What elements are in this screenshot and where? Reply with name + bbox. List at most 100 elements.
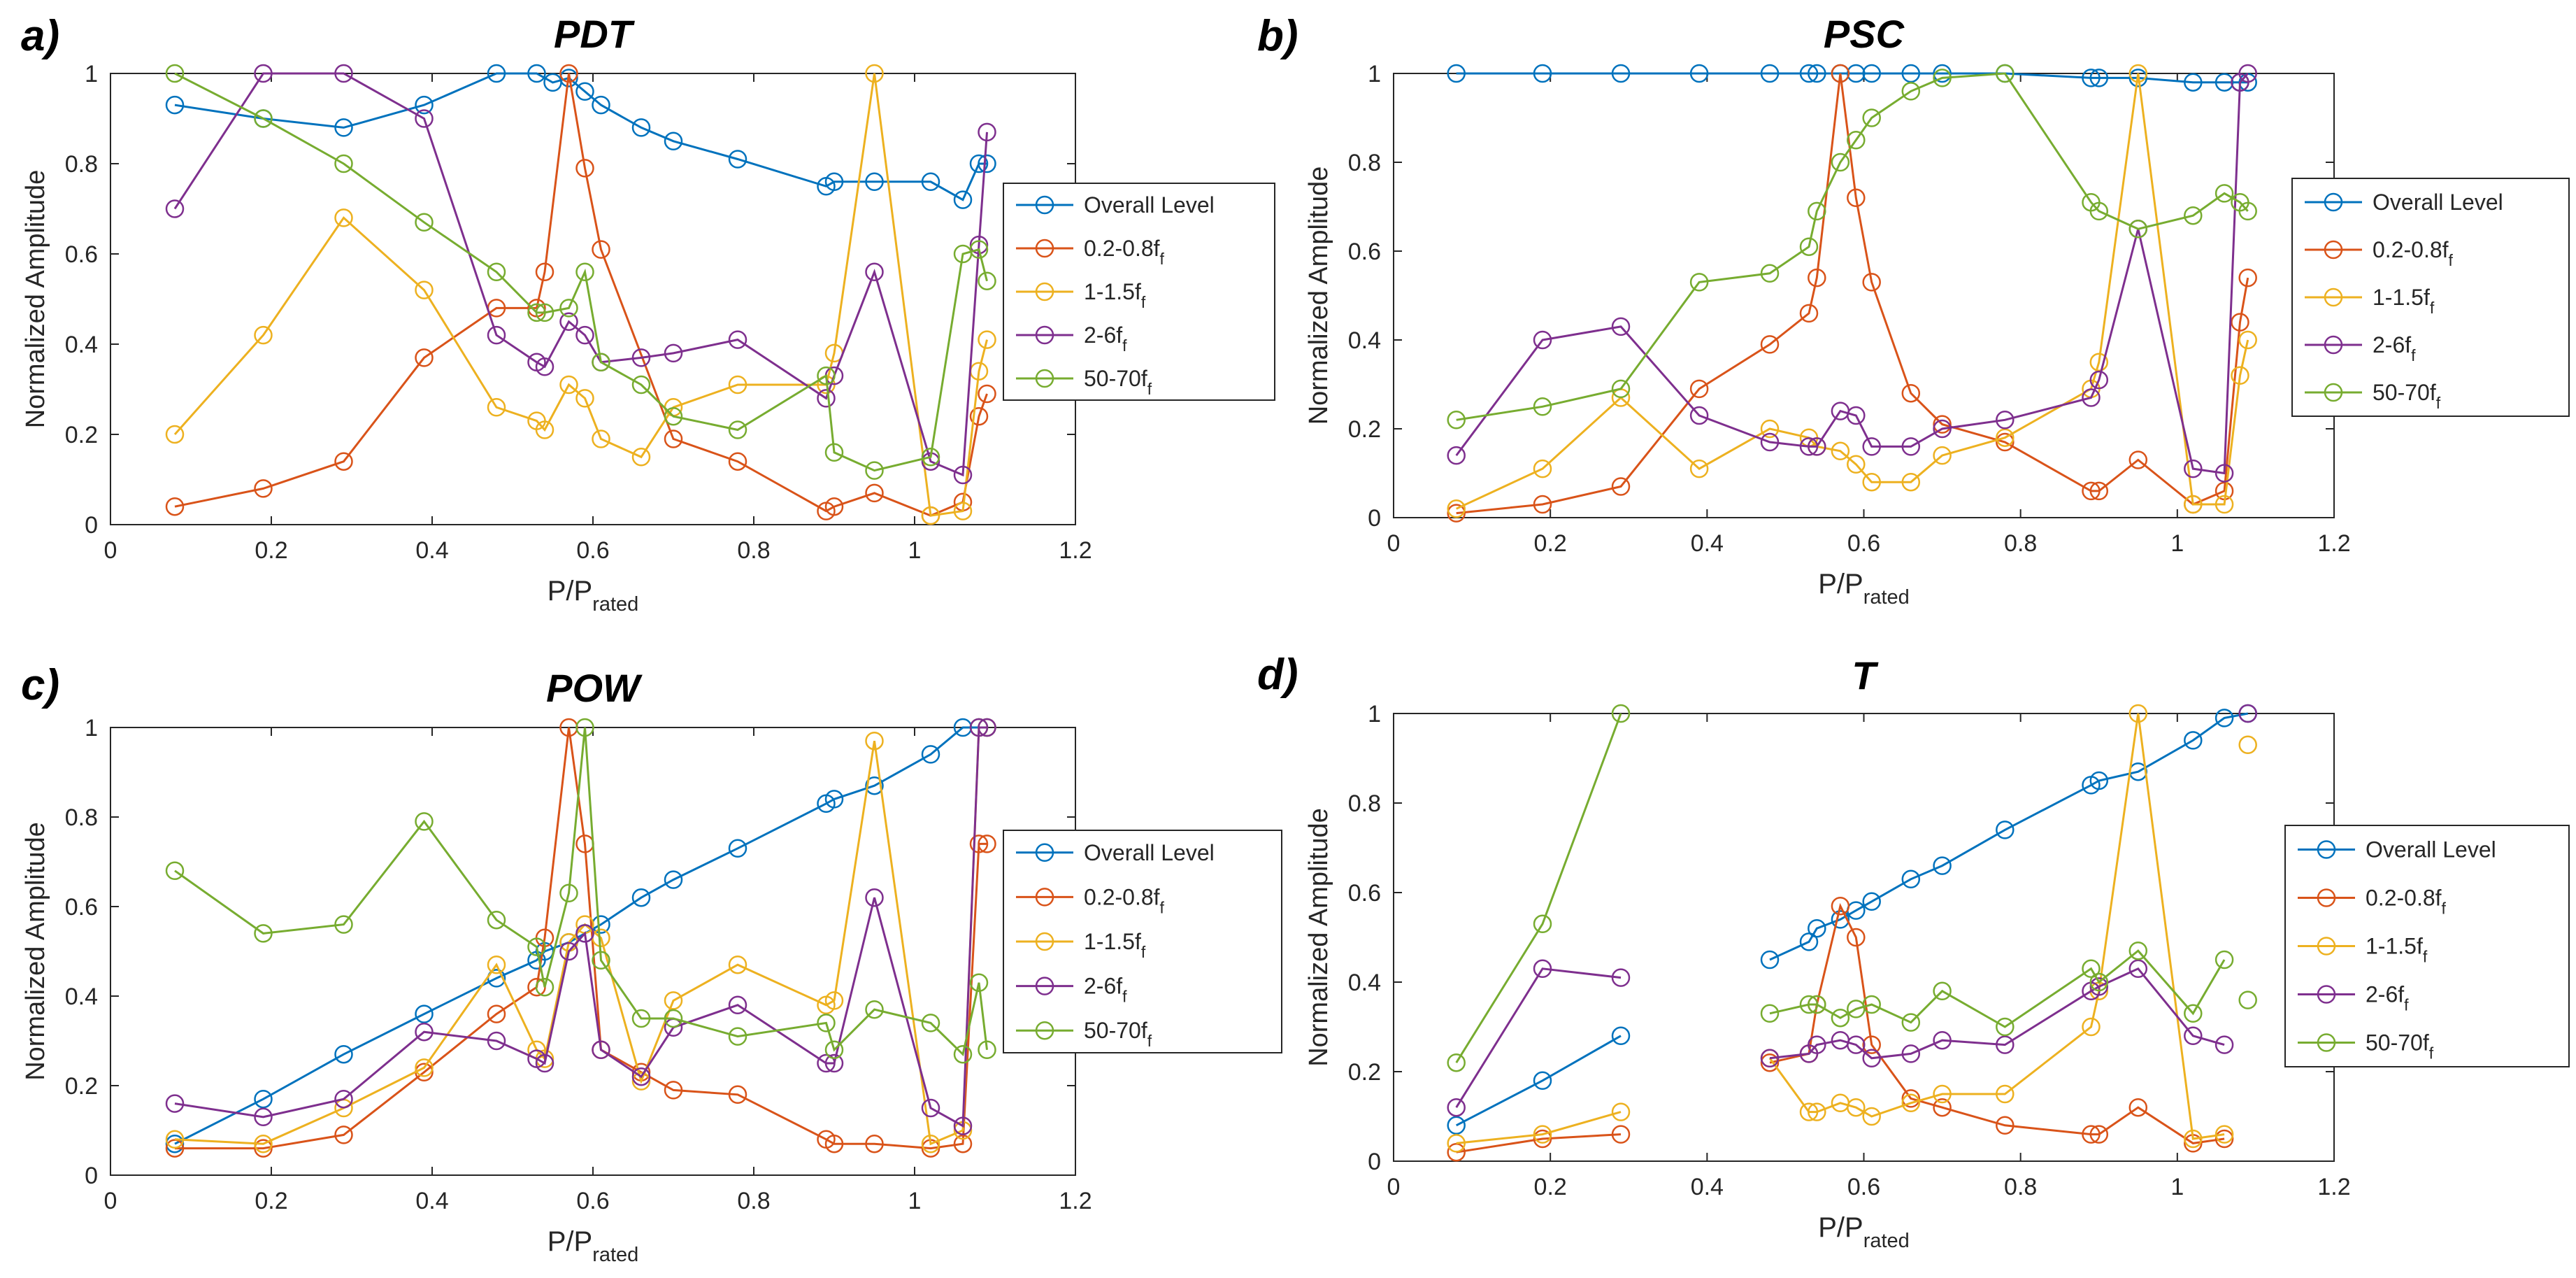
- data-point: [527, 303, 546, 322]
- series-0: [1447, 704, 2257, 1135]
- panel-t: 0 0.2 0.4 0.6 0.8 1 1.2 0 0.2 0.4 0.6 0.8 1 d) T P/Prat…: [1257, 651, 2570, 1252]
- legend-entry-label: Overall Level: [1084, 840, 1215, 865]
- legend-entry-label-main: 1-1.5f: [1084, 279, 1141, 304]
- data-point: [559, 64, 578, 83]
- x-axis-label-sub: rated: [1863, 586, 1910, 609]
- data-point: [865, 172, 884, 192]
- x-axis-label-sub: rated: [1863, 1230, 1910, 1252]
- series-3: [1447, 64, 2257, 483]
- legend-entry-label-main: 1-1.5f: [2366, 934, 2423, 959]
- x-axis-label-sub: rated: [592, 593, 638, 616]
- data-point: [415, 213, 434, 232]
- legend-swatch-marker: [2324, 240, 2343, 260]
- data-point: [1901, 82, 1921, 101]
- x-tick-label: 0.2: [1534, 530, 1567, 557]
- legend-entry-label-sub: f: [2423, 948, 2428, 966]
- y-tick-label: 1: [1368, 61, 1381, 87]
- data-point: [664, 406, 683, 426]
- data-point: [334, 154, 353, 173]
- data-point: [978, 122, 996, 142]
- data-point: [2128, 64, 2148, 83]
- data-point: [559, 375, 578, 395]
- data-point: [1447, 1142, 1466, 1162]
- data-point: [334, 118, 353, 137]
- data-point: [1447, 499, 1466, 518]
- data-point: [1847, 64, 1866, 83]
- legend-entry-label: 2-6ff: [2366, 982, 2409, 1014]
- data-point: [165, 425, 185, 444]
- y-tick-label: 0.2: [1348, 416, 1381, 443]
- data-point: [487, 325, 506, 345]
- data-point: [728, 330, 747, 349]
- legend-entry-label: 50-70ff: [2373, 380, 2441, 412]
- data-point: [1611, 64, 1631, 83]
- data-point: [2089, 1125, 2109, 1144]
- chart-title: PDT: [554, 12, 636, 56]
- legend-entry-label-sub: f: [2449, 251, 2454, 269]
- data-point: [1447, 1053, 1466, 1072]
- series-line: [173, 72, 988, 477]
- data-point: [1831, 64, 1850, 83]
- data-point: [865, 1134, 884, 1153]
- data-point: [415, 1004, 434, 1023]
- data-point: [2089, 69, 2109, 87]
- data-point: [2089, 771, 2109, 790]
- series-line: [1456, 72, 2249, 421]
- data-point: [817, 1014, 836, 1032]
- legend-entry-label: Overall Level: [1084, 192, 1215, 218]
- data-point: [664, 343, 683, 363]
- data-point: [978, 718, 996, 737]
- legend-swatch-marker: [2317, 937, 2336, 956]
- data-point: [1799, 64, 1819, 83]
- data-point: [2214, 1129, 2234, 1149]
- data-point: [1760, 1049, 1780, 1068]
- data-point: [1447, 446, 1466, 465]
- legend-entry-label: 0.2-0.8ff: [2366, 886, 2447, 918]
- data-point: [592, 951, 610, 970]
- data-point: [2089, 977, 2109, 996]
- data-point: [953, 1134, 973, 1153]
- series-line: [175, 727, 987, 1150]
- panel-label: b): [1257, 12, 1298, 60]
- legend-entry-label-main: 2-6f: [2366, 982, 2404, 1007]
- x-axis-label: P/Prated: [548, 1226, 639, 1266]
- data-point: [334, 1089, 353, 1109]
- legend-entry-label-main: 0.2-0.8f: [2373, 237, 2449, 262]
- data-point: [953, 465, 973, 485]
- x-tick-label: 0.4: [415, 537, 448, 564]
- data-point: [254, 1134, 273, 1153]
- data-point: [535, 1053, 554, 1073]
- data-point: [1799, 237, 1819, 256]
- data-point: [1808, 268, 1826, 287]
- legend-entry-label-main: 50-70f: [2366, 1030, 2429, 1056]
- data-point: [1862, 64, 1881, 83]
- data-point: [817, 366, 836, 385]
- series-line: [1768, 713, 2225, 1140]
- data-point: [2082, 1017, 2101, 1037]
- series-line: [1455, 967, 1622, 1108]
- data-point: [1862, 1107, 1881, 1126]
- data-point: [1847, 928, 1866, 947]
- data-point: [978, 271, 996, 290]
- data-point: [1611, 317, 1631, 336]
- data-point: [865, 776, 884, 795]
- data-point: [664, 870, 683, 889]
- legend-entry-label-sub: f: [1122, 988, 1127, 1006]
- y-axis-label: Normalized Amplitude: [21, 170, 50, 429]
- data-point: [592, 429, 610, 448]
- x-axis-label-main: P/P: [548, 576, 592, 606]
- legend-entry-label-main: Overall Level: [2373, 190, 2503, 215]
- x-tick-label: 1: [908, 537, 922, 564]
- data-point: [2089, 353, 2109, 372]
- data-point: [2238, 330, 2257, 350]
- data-point: [334, 915, 353, 934]
- data-point: [535, 303, 554, 322]
- data-point: [1447, 1098, 1466, 1117]
- data-point: [165, 199, 185, 218]
- legend-entry-label: 2-6ff: [1084, 974, 1127, 1006]
- data-point: [2128, 704, 2148, 723]
- series-line: [1769, 967, 2225, 1060]
- data-point: [1689, 459, 1709, 478]
- series-1: [1447, 896, 2234, 1162]
- data-point: [728, 452, 747, 471]
